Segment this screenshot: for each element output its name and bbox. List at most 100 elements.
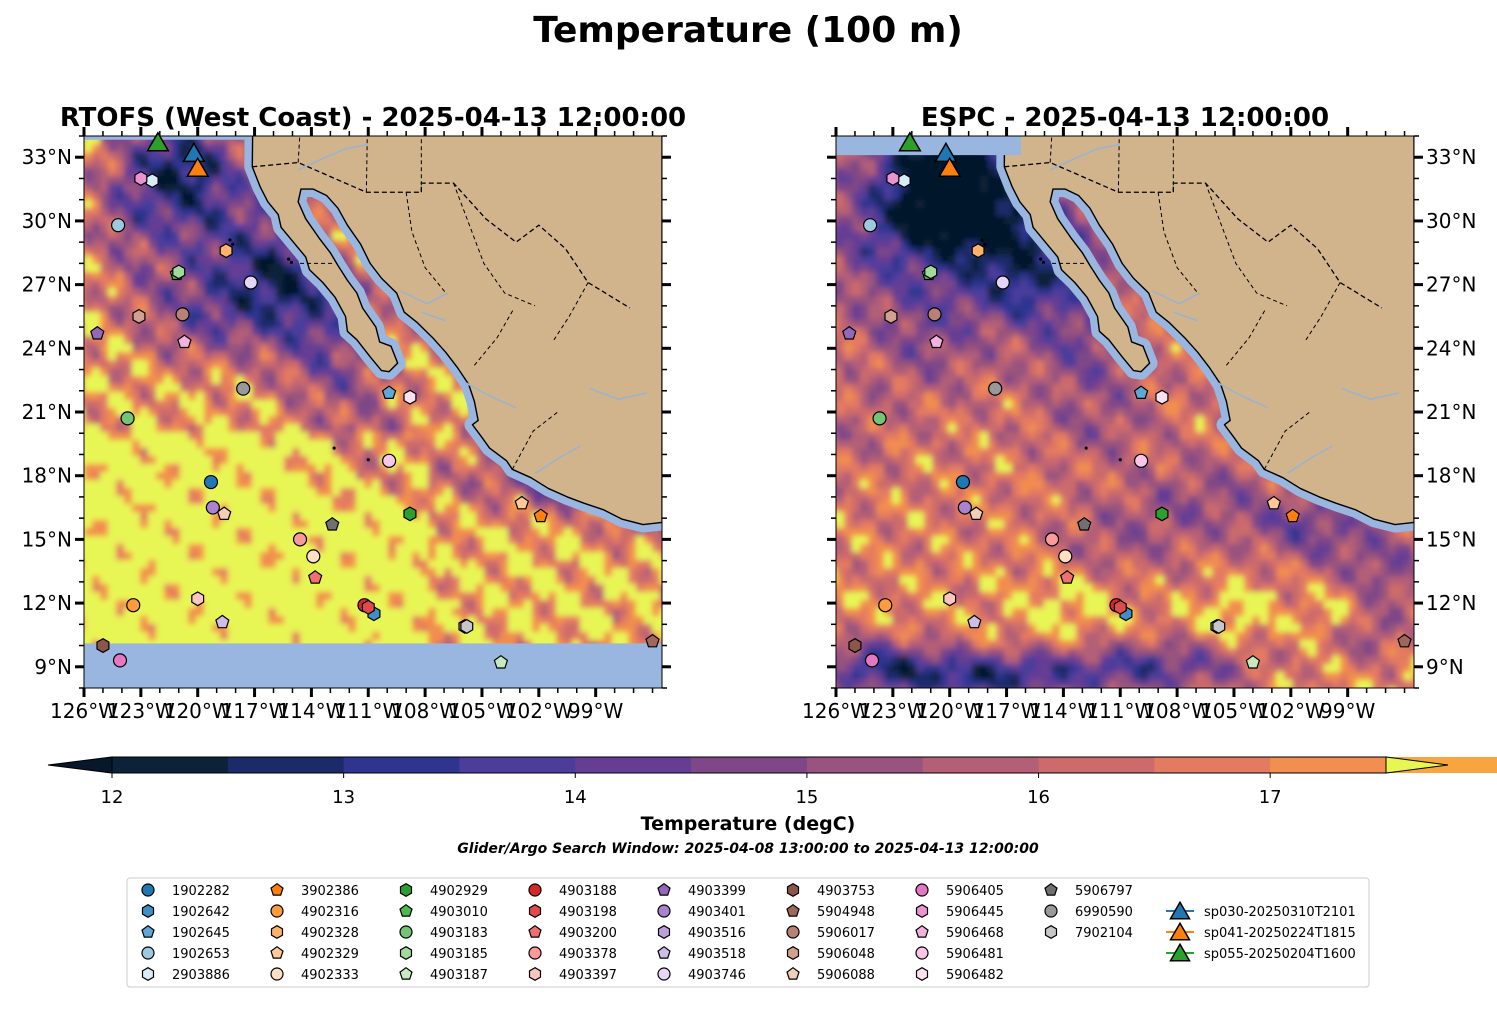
legend-marker-4902929 — [399, 883, 413, 897]
colorbar-segment — [1154, 757, 1271, 773]
platform-marker-4902333 — [306, 549, 321, 564]
river — [589, 387, 648, 401]
legend-item: 4903397 — [528, 967, 617, 983]
x-tick-label: 120°W — [916, 699, 984, 723]
river — [400, 290, 449, 305]
platform-marker-4903401 — [957, 500, 972, 515]
x-tick-label: 105°W — [1200, 699, 1268, 723]
legend-marker-sp055-20250204T1600 — [1169, 942, 1191, 962]
legend-item: sp055-20250204T1600 — [1166, 942, 1356, 962]
platform-marker-5906797 — [1077, 516, 1092, 531]
y-tick-label: 24°N — [1426, 336, 1476, 360]
legend-label: 1902645 — [172, 926, 230, 941]
legend-label: 5906797 — [1075, 884, 1133, 899]
legend-item: 5906482 — [915, 967, 1004, 983]
legend-item: 4903183 — [399, 925, 488, 941]
river — [464, 381, 517, 409]
colorbar-segment — [1270, 757, 1387, 773]
no-data-band — [84, 643, 662, 688]
platform-marker-4903185 — [924, 264, 938, 280]
legend-label: 7902104 — [1075, 926, 1133, 941]
platform-marker-7902104 — [1212, 618, 1226, 634]
river — [1152, 290, 1201, 305]
island — [231, 242, 235, 246]
x-tick-label: 99°W — [1320, 699, 1375, 723]
legend-item: 2903886 — [141, 967, 230, 983]
legend-label: 4903188 — [559, 884, 617, 899]
island — [980, 238, 984, 242]
platform-marker-5906482 — [1155, 389, 1169, 405]
y-tick-label: 12°N — [22, 591, 72, 615]
legend-label: 5906481 — [946, 947, 1004, 962]
legend-label: 4903746 — [688, 968, 746, 983]
legend-item: 4902316 — [270, 904, 359, 920]
platform-marker-4902929 — [403, 506, 417, 522]
legend-label: 4903187 — [430, 968, 488, 983]
legend-marker-5906405 — [915, 883, 929, 897]
island — [287, 257, 291, 261]
x-tick-label: 108°W — [391, 699, 459, 723]
legend-item: 4902329 — [270, 945, 359, 962]
legend-item: 1902282 — [141, 883, 230, 899]
legend-marker-5906088 — [786, 966, 800, 980]
legend-item: 4903378 — [528, 946, 617, 962]
legend-label: sp041-20250224T1815 — [1204, 926, 1356, 941]
legend-item: 4902929 — [399, 883, 488, 899]
platform-marker-4903746 — [243, 275, 258, 290]
legend-item: 4903746 — [657, 967, 746, 983]
island — [289, 260, 294, 264]
y-tick-label: 33°N — [1426, 145, 1476, 169]
legend-label: 4903401 — [688, 905, 746, 920]
legend-marker-4903399 — [657, 882, 671, 896]
x-tick-label: 123°W — [859, 699, 927, 723]
y-tick-label: 30°N — [1426, 209, 1476, 233]
legend-item: 3902386 — [270, 882, 359, 899]
legend-marker-1902645 — [141, 924, 155, 938]
state-border — [365, 136, 368, 193]
colorbar-tick-label: 16 — [1027, 787, 1050, 808]
platform-marker-4903397 — [191, 591, 205, 607]
legend-item: 4903185 — [399, 946, 488, 962]
platform-marker-4903746 — [995, 275, 1010, 290]
colorbar-tick-label: 12 — [101, 787, 124, 808]
platform-marker-5906405 — [864, 653, 880, 668]
legend-label: 2903886 — [172, 968, 230, 983]
legend-item: 4903200 — [528, 924, 617, 941]
platform-marker-1902645 — [1133, 385, 1149, 399]
legend-label: sp055-20250204T1600 — [1204, 947, 1356, 962]
y-tick-label: 33°N — [22, 145, 72, 169]
platform-marker-4903378 — [292, 532, 308, 547]
platform-marker-4903183 — [120, 411, 135, 426]
colorbar-tick-label: 13 — [332, 787, 355, 808]
temperature-field — [836, 136, 1414, 688]
legend-item: 4903198 — [528, 904, 617, 920]
platform-marker-5906405 — [112, 653, 128, 668]
platform-marker-5906445 — [886, 170, 900, 186]
x-tick-label: 102°W — [1257, 699, 1325, 723]
legend-item: 5906017 — [786, 925, 875, 941]
x-tick-label: 123°W — [107, 699, 175, 723]
river — [1286, 445, 1333, 475]
y-tick-label: 12°N — [1426, 591, 1476, 615]
legend-label: 4903753 — [817, 884, 875, 899]
x-tick-label: 120°W — [164, 699, 232, 723]
legend-label: 1902653 — [172, 947, 230, 962]
platform-marker-5904948 — [645, 633, 660, 648]
platform-marker-4903399 — [90, 325, 105, 340]
x-tick-label: 117°W — [973, 699, 1041, 723]
legend-marker-4903185 — [399, 946, 413, 960]
figure-title: Temperature (100 m) — [533, 10, 963, 51]
colorbar-segment — [691, 757, 808, 773]
state-border — [1226, 307, 1267, 366]
river — [297, 143, 369, 171]
legend-marker-4902328 — [270, 925, 284, 939]
legend-item: 4903399 — [657, 882, 746, 899]
island — [1041, 260, 1046, 264]
colorbar-segment — [1038, 757, 1155, 773]
island — [983, 242, 987, 246]
legend-marker-4903753 — [786, 883, 800, 897]
state-border — [405, 192, 447, 294]
platform-marker-4903200 — [1059, 570, 1075, 584]
state-border — [297, 136, 301, 163]
